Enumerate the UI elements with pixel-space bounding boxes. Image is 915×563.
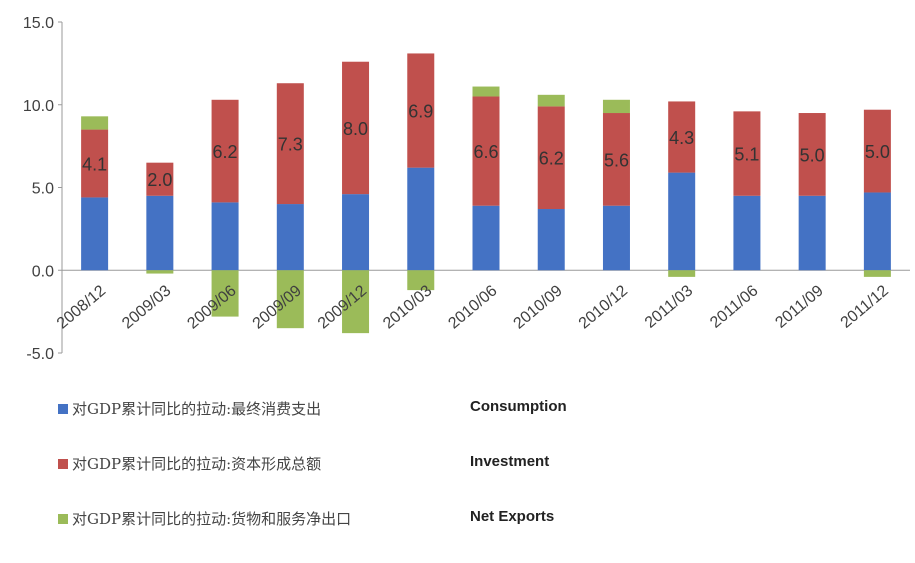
bar-net-exports [407, 270, 435, 291]
x-tick-label: 2009/03 [119, 282, 174, 332]
bar-consumption [668, 172, 696, 271]
bar-consumption [211, 202, 239, 271]
data-label-investment: 5.0 [865, 142, 890, 162]
bar-net-exports [668, 270, 696, 277]
legend-label-net-exports-cn: 对GDP累计同比的拉动:货物和服务净出口 [72, 510, 352, 528]
bar-consumption [342, 194, 370, 271]
y-tick-label: 10.0 [23, 98, 54, 115]
bar-consumption [733, 195, 761, 271]
legend-item-investment: 对GDP累计同比的拉动:资本形成总额 Investment [58, 453, 658, 508]
legend-item-net-exports: 对GDP累计同比的拉动:货物和服务净出口 Net Exports [58, 508, 658, 563]
bar-investment [472, 96, 500, 206]
x-tick-label: 2010/09 [511, 282, 566, 332]
y-tick-label: 15.0 [23, 15, 54, 32]
data-label-investment: 2.0 [147, 170, 172, 190]
bar-investment [146, 162, 174, 196]
legend-item-consumption: 对GDP累计同比的拉动:最终消费支出 Consumption [58, 398, 658, 453]
bar-net-exports [602, 99, 630, 114]
legend-label-net-exports-en: Net Exports [470, 508, 555, 525]
data-label-investment: 6.2 [539, 149, 564, 169]
bar-consumption [81, 197, 109, 271]
plot-area: 15.010.05.00.0-5.04.12008/122.02009/036.… [23, 15, 910, 363]
bar-consumption [276, 204, 304, 271]
bar-investment [602, 113, 630, 206]
legend-swatch-investment [58, 459, 68, 469]
data-label-investment: 5.0 [800, 145, 825, 165]
data-label-investment: 5.1 [734, 145, 759, 165]
x-tick-label: 2010/12 [576, 282, 631, 332]
x-tick-label: 2011/12 [838, 282, 892, 332]
legend-label-investment-en: Investment [470, 453, 550, 470]
stacked-bar-chart: 15.010.05.00.0-5.04.12008/122.02009/036.… [23, 15, 910, 363]
legend: 对GDP累计同比的拉动:最终消费支出 Consumption 对GDP累计同比的… [58, 398, 658, 563]
bar-consumption [472, 205, 500, 271]
legend-label-consumption-cn: 对GDP累计同比的拉动:最终消费支出 [72, 400, 322, 418]
bar-investment [407, 53, 435, 168]
bar-net-exports [863, 270, 891, 277]
y-tick-label: 0.0 [32, 263, 54, 280]
bar-net-exports [146, 270, 174, 274]
data-label-investment: 7.3 [278, 135, 303, 155]
bar-consumption [146, 195, 174, 271]
bar-investment [798, 113, 826, 196]
bar-consumption [602, 205, 630, 271]
data-label-investment: 6.2 [213, 142, 238, 162]
bar-investment [81, 129, 109, 198]
bar-investment [211, 99, 239, 203]
bar-consumption [537, 209, 565, 271]
x-tick-label: 2010/06 [445, 282, 500, 332]
y-tick-label: -5.0 [26, 346, 54, 363]
bar-net-exports [342, 270, 370, 334]
legend-label-consumption-en: Consumption [470, 398, 567, 415]
data-label-investment: 8.0 [343, 119, 368, 139]
bar-investment [342, 61, 370, 195]
y-tick-label: 5.0 [32, 181, 54, 198]
bar-net-exports [81, 116, 109, 130]
data-label-investment: 6.9 [408, 102, 433, 122]
bar-net-exports [276, 270, 304, 329]
bar-investment [276, 83, 304, 205]
data-label-investment: 5.6 [604, 150, 629, 170]
legend-swatch-net-exports [58, 514, 68, 524]
bar-consumption [407, 167, 435, 271]
data-label-investment: 4.3 [669, 128, 694, 148]
bar-consumption [798, 195, 826, 271]
x-tick-label: 2011/03 [642, 282, 696, 332]
bar-net-exports [537, 94, 565, 107]
data-label-investment: 4.1 [82, 155, 107, 175]
legend-swatch-consumption [58, 404, 68, 414]
legend-label-investment-cn: 对GDP累计同比的拉动:资本形成总额 [72, 455, 322, 473]
bar-investment [537, 106, 565, 210]
data-label-investment: 6.6 [473, 142, 498, 162]
bar-net-exports [211, 270, 239, 317]
x-tick-label: 2011/09 [772, 282, 826, 332]
bar-investment [733, 111, 761, 196]
bar-investment [668, 101, 696, 173]
bar-investment [863, 109, 891, 193]
bar-consumption [863, 192, 891, 271]
x-tick-label: 2011/06 [707, 282, 761, 332]
bar-net-exports [472, 86, 500, 97]
